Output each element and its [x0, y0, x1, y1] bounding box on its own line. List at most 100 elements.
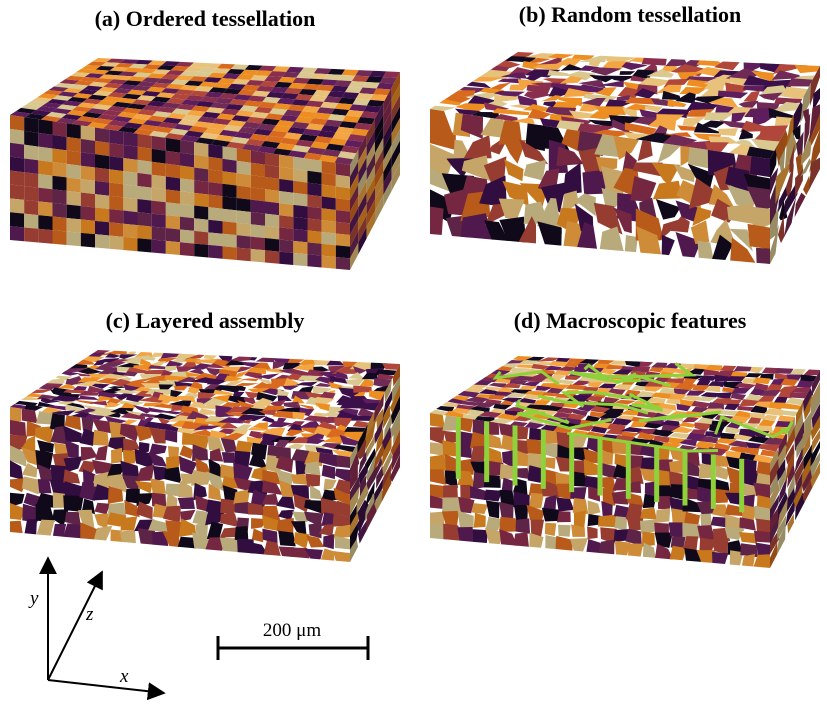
grain: [47, 379, 65, 384]
grain: [308, 230, 322, 243]
grain: [430, 469, 446, 485]
grain: [279, 191, 293, 205]
grain: [691, 401, 710, 408]
grain: [208, 195, 222, 209]
grain: [81, 233, 95, 248]
panel-title: (b) Random tessellation: [519, 2, 741, 27]
grain: [94, 513, 110, 528]
grain: [81, 193, 95, 208]
grain: [745, 373, 763, 377]
grain: [486, 500, 499, 518]
grain: [570, 538, 588, 551]
grain: [471, 446, 486, 462]
grain: [81, 125, 95, 140]
grain: [152, 149, 166, 164]
grain: [109, 169, 123, 184]
grain: [223, 196, 237, 210]
grain: [279, 227, 293, 241]
grain: [180, 445, 194, 459]
grain: [95, 503, 111, 515]
grain: [265, 177, 279, 191]
grain: [237, 248, 251, 262]
grain: [742, 554, 755, 567]
grain: [138, 186, 152, 201]
grain: [194, 167, 208, 181]
grain: [109, 156, 123, 171]
grain: [208, 207, 222, 221]
grain: [123, 145, 137, 160]
grain: [529, 493, 544, 509]
grain: [81, 166, 95, 181]
grain: [10, 521, 23, 533]
grain: [166, 164, 180, 179]
grain: [251, 150, 265, 164]
grain: [53, 230, 67, 245]
grain: [251, 187, 265, 201]
grain: [308, 171, 322, 185]
grain: [542, 508, 560, 522]
grain: [67, 218, 81, 233]
grain: [653, 181, 682, 199]
grain: [430, 454, 447, 470]
grain: [67, 150, 81, 165]
grain: [81, 139, 95, 154]
grain: [24, 214, 38, 229]
grain: [322, 196, 336, 210]
grain: [95, 141, 109, 156]
grain: [138, 225, 152, 239]
grain: [279, 252, 293, 265]
grain: [204, 355, 217, 359]
grain: [10, 226, 24, 241]
grain: [335, 536, 350, 549]
grain: [180, 229, 194, 243]
grain: [321, 548, 334, 560]
grain: [138, 173, 152, 188]
grain: [10, 420, 26, 436]
grain: [336, 163, 350, 177]
grain: [38, 119, 52, 135]
grain: [308, 254, 322, 267]
figure: (a) Ordered tessellation (b) Random tess…: [0, 0, 827, 706]
grain: [293, 157, 307, 171]
axis-label: z: [85, 604, 94, 625]
grain: [443, 524, 460, 541]
grain: [24, 158, 38, 174]
grain: [194, 231, 208, 245]
grain: [698, 241, 714, 259]
grain: [697, 525, 715, 540]
grain: [180, 217, 194, 231]
grain: [514, 505, 528, 520]
grain: [758, 444, 780, 452]
grain: [598, 515, 616, 528]
grain: [265, 214, 279, 228]
grain: [81, 206, 95, 221]
grain: [756, 248, 770, 264]
grain: [95, 445, 108, 460]
grain: [574, 511, 586, 528]
grain: [781, 410, 798, 416]
grain: [794, 65, 820, 73]
grain: [626, 503, 643, 519]
grain: [24, 172, 38, 187]
grain: [457, 527, 475, 542]
grain: [109, 236, 123, 250]
x-arrow: [48, 680, 164, 693]
grain: [194, 218, 208, 232]
grain: [67, 231, 81, 246]
scale-label: 200 μm: [263, 620, 321, 641]
grain: [237, 161, 251, 175]
grain: [63, 469, 80, 483]
grain: [336, 198, 350, 211]
grain: [67, 191, 81, 206]
grain: [81, 219, 95, 234]
grain: [220, 527, 237, 537]
grain: [775, 116, 792, 125]
grain: [265, 226, 279, 240]
grain: [223, 246, 237, 260]
grain: [138, 238, 152, 252]
grain: [10, 184, 24, 199]
grain: [166, 202, 180, 216]
grain: [237, 173, 251, 187]
grain: [669, 460, 685, 473]
grain: [208, 169, 222, 183]
